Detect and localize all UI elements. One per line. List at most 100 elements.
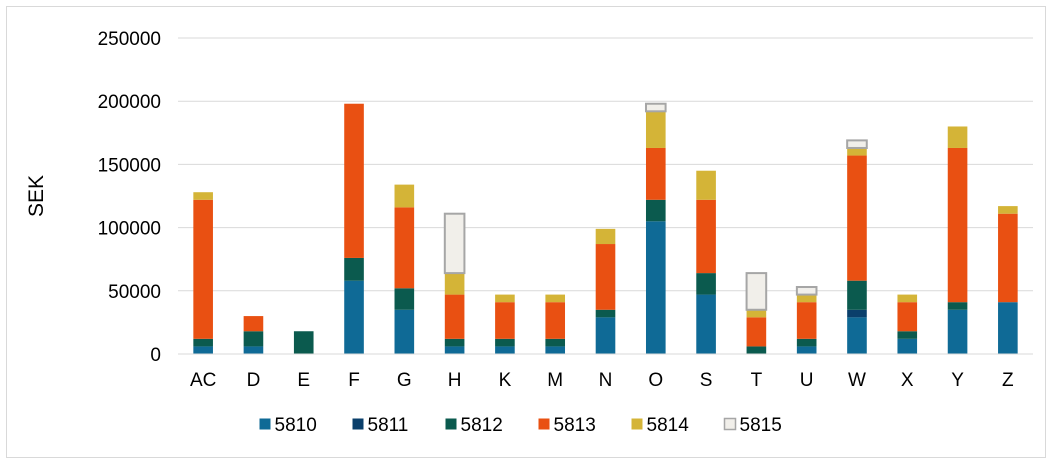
bar-segment-D-5812 <box>243 331 264 347</box>
bar-segment-F-5813 <box>344 103 364 258</box>
bar-segment-Y-5810 <box>947 309 968 354</box>
legend-label: 5810 <box>275 415 317 436</box>
x-axis-ticks: AC D E F G H K M N O S T U W X Y Z <box>190 370 1014 391</box>
x-tick-label: T <box>751 370 763 391</box>
bar-segment-X-5810 <box>897 338 918 354</box>
bar-segment-U-5813 <box>796 302 817 339</box>
x-tick-label: S <box>700 370 713 391</box>
bar-segment-Z-5814 <box>998 206 1018 214</box>
bar-segment-S-5810 <box>696 294 716 354</box>
bar-segment-G-5813 <box>394 207 415 289</box>
bar-segment-N-5813 <box>595 244 616 310</box>
bar-segment-H-5813 <box>444 294 465 339</box>
bar-segment-U-5815 <box>795 286 818 296</box>
x-tick-label: AC <box>190 370 216 391</box>
bar-segment-AC-5810 <box>193 346 213 354</box>
bar-segment-K-5812 <box>495 338 515 347</box>
legend-label: 5812 <box>461 415 503 436</box>
y-tick-label: 200000 <box>98 92 161 113</box>
legend-label: 5814 <box>647 415 690 436</box>
bar-segment-G-5814 <box>394 184 415 208</box>
x-tick-label: H <box>448 370 462 391</box>
bar-segment-AC-5814 <box>193 192 213 200</box>
bar-segment-H-5814 <box>444 273 465 295</box>
bar-segment-M-5812 <box>545 338 566 347</box>
legend-swatch-5813 <box>538 418 550 430</box>
bar-segment-S-5813 <box>696 199 716 274</box>
x-tick-label: M <box>547 370 563 391</box>
y-tick-label: 50000 <box>108 282 161 303</box>
bar-segment-D-5810 <box>243 346 264 354</box>
bar-segment-W-5814 <box>847 147 867 156</box>
bar-segment-D-5813 <box>243 316 264 332</box>
bar-segment-M-5813 <box>545 302 566 339</box>
bar-segment-H-5815 <box>443 212 466 275</box>
legend-swatch-5814 <box>631 418 643 430</box>
bar-segment-N-5812 <box>595 309 616 318</box>
bar-segment-K-5810 <box>495 346 515 354</box>
bar-segment-X-5812 <box>897 331 918 339</box>
bar-segment-Y-5812 <box>947 302 968 310</box>
chart-frame <box>6 6 1046 458</box>
bar-segment-W-5812 <box>847 280 867 310</box>
bar-segment-F-5810 <box>344 280 364 354</box>
y-tick-label: 0 <box>150 345 161 366</box>
bar-segment-X-5814 <box>897 294 918 303</box>
bar-segment-T-5814 <box>746 309 767 318</box>
bar-segment-G-5812 <box>394 288 415 310</box>
bar-segment-O-5812 <box>645 199 666 222</box>
bar-segment-Z-5810 <box>998 302 1018 354</box>
bar-segment-S-5812 <box>696 273 716 295</box>
bar-segment-AC-5812 <box>193 338 213 347</box>
x-tick-label: F <box>348 370 360 391</box>
bar-segment-W-5811 <box>847 309 867 318</box>
bar-segment-T-5812 <box>746 346 767 354</box>
bar-segment-T-5813 <box>746 317 767 347</box>
bar-segment-G-5810 <box>394 309 415 354</box>
bar-segment-N-5810 <box>595 317 616 354</box>
bar-segment-K-5814 <box>495 294 515 303</box>
bar-segment-F-5812 <box>344 257 364 281</box>
bar-segment-Y-5814 <box>947 126 968 148</box>
bar-segment-W-5810 <box>847 317 867 354</box>
bar-segment-K-5813 <box>495 302 515 339</box>
bar-segment-S-5814 <box>696 170 716 200</box>
y-axis-title: SEK <box>25 175 48 217</box>
bar-segment-O-5810 <box>645 221 666 354</box>
x-tick-label: O <box>648 370 663 391</box>
x-tick-label: D <box>247 370 261 391</box>
bar-segment-N-5814 <box>595 228 616 245</box>
bar-segment-E-5812 <box>293 331 314 354</box>
legend-swatch-5815 <box>723 417 737 431</box>
x-tick-label: Y <box>951 370 964 391</box>
x-tick-label: U <box>800 370 814 391</box>
y-tick-label: 100000 <box>98 219 161 240</box>
legend-swatch-5810 <box>259 418 271 430</box>
bar-segment-U-5810 <box>796 346 817 354</box>
gridlines <box>178 37 1033 292</box>
bar-segment-O-5815 <box>644 102 667 113</box>
bar-segment-W-5815 <box>846 139 868 149</box>
bar-segment-M-5814 <box>545 294 566 303</box>
legend-label: 5811 <box>368 415 409 436</box>
legend-swatch-5812 <box>445 418 457 430</box>
bar-segment-X-5813 <box>897 302 918 332</box>
x-tick-label: G <box>397 370 412 391</box>
bars <box>193 102 1018 354</box>
bar-segment-AC-5813 <box>193 199 213 339</box>
bar-segment-Z-5813 <box>998 213 1018 303</box>
bar-segment-O-5813 <box>645 147 666 200</box>
bar-segment-H-5810 <box>444 346 465 354</box>
bar-segment-U-5812 <box>796 338 817 347</box>
x-tick-label: W <box>848 370 866 391</box>
y-tick-label: 150000 <box>98 155 161 176</box>
y-tick-label: 250000 <box>98 29 161 50</box>
legend: 5810 5811 5812 5813 5814 5815 <box>259 415 782 436</box>
x-tick-label: K <box>499 370 512 391</box>
y-axis-ticks: 0 50000 100000 150000 200000 250000 <box>98 29 161 366</box>
bar-segment-H-5812 <box>444 338 465 347</box>
bar-segment-T-5815 <box>745 272 768 311</box>
x-tick-label: N <box>599 370 613 391</box>
bar-segment-U-5814 <box>796 294 817 303</box>
